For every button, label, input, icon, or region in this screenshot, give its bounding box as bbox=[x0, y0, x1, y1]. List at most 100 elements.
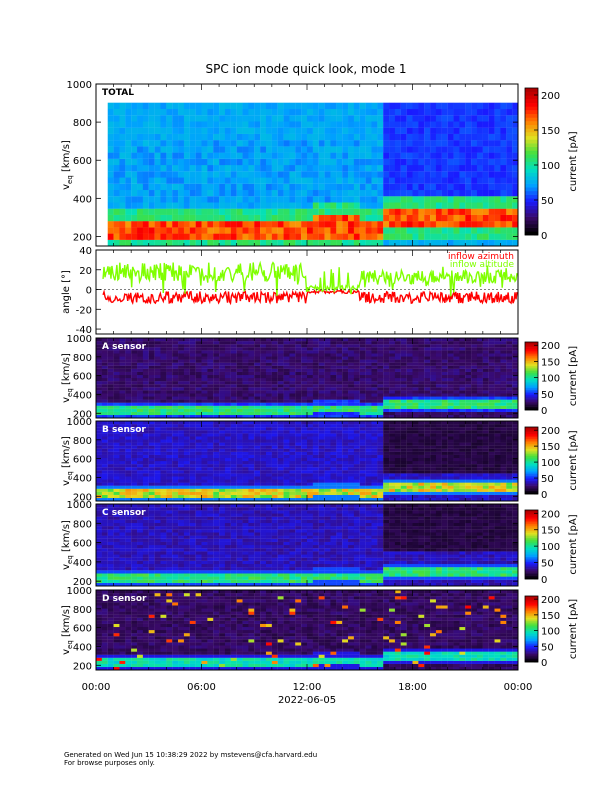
heat-cell bbox=[107, 368, 114, 372]
heat-cell bbox=[283, 102, 290, 110]
heat-cell bbox=[447, 341, 454, 345]
heat-cell bbox=[230, 115, 237, 122]
heat-cell bbox=[418, 408, 425, 412]
heat-cell bbox=[148, 102, 155, 110]
colorbar-swatch bbox=[525, 386, 538, 389]
heat-cell bbox=[160, 384, 167, 388]
heat-cell bbox=[459, 177, 466, 184]
heat-cell bbox=[424, 414, 431, 419]
heat-cell bbox=[283, 457, 290, 462]
heat-cell bbox=[359, 140, 366, 147]
heat-cell bbox=[137, 381, 144, 385]
heat-cell bbox=[131, 445, 138, 449]
heat-cell bbox=[160, 171, 167, 178]
heat-cell bbox=[131, 479, 138, 483]
heat-cell bbox=[400, 356, 407, 360]
heat-cell bbox=[119, 433, 126, 437]
heat-cell bbox=[236, 177, 243, 184]
heat-cell bbox=[430, 368, 437, 372]
heat-cell bbox=[183, 461, 190, 465]
heat-cell bbox=[213, 353, 220, 357]
heat-cell bbox=[312, 424, 319, 428]
heat-cell bbox=[348, 347, 355, 351]
heat-cell bbox=[488, 378, 495, 382]
heat-cell bbox=[482, 121, 489, 128]
heat-cell bbox=[271, 494, 278, 499]
heat-cell bbox=[348, 127, 355, 134]
heat-cell bbox=[119, 488, 126, 492]
heat-cell bbox=[412, 347, 419, 351]
heat-cell bbox=[183, 457, 190, 462]
heat-cell bbox=[213, 476, 220, 480]
heat-cell bbox=[318, 470, 325, 474]
heat-cell bbox=[213, 482, 220, 486]
heat-cell bbox=[312, 350, 319, 354]
heat-cell bbox=[406, 393, 413, 397]
heat-cell bbox=[318, 221, 325, 228]
heat-cell bbox=[435, 239, 442, 247]
heat-cell bbox=[224, 451, 231, 455]
heat-cell bbox=[336, 399, 343, 403]
heat-cell bbox=[201, 454, 208, 459]
heat-cell bbox=[312, 177, 319, 184]
heat-cell bbox=[148, 202, 155, 209]
heat-cell bbox=[430, 202, 437, 209]
heat-cell bbox=[113, 479, 120, 483]
heat-cell bbox=[271, 390, 278, 394]
heat-cell bbox=[154, 365, 161, 369]
heat-cell bbox=[242, 421, 249, 425]
heat-cell bbox=[353, 227, 360, 234]
heat-cell bbox=[113, 436, 120, 440]
heat-cell bbox=[459, 341, 466, 345]
heat-cell bbox=[254, 140, 261, 147]
heat-cell bbox=[359, 171, 366, 178]
heat-cell bbox=[271, 427, 278, 431]
heat-cell bbox=[242, 127, 249, 134]
heat-cell bbox=[277, 405, 284, 409]
heat-cell bbox=[248, 479, 255, 483]
heat-cell bbox=[142, 384, 149, 388]
heat-cell bbox=[213, 133, 220, 141]
heat-cell bbox=[441, 396, 448, 400]
heat-cell bbox=[512, 414, 519, 419]
heat-cell bbox=[265, 368, 272, 372]
heat-cell bbox=[148, 208, 155, 215]
heat-cell bbox=[318, 451, 325, 455]
heat-cell bbox=[172, 356, 179, 360]
heat-cell bbox=[125, 405, 132, 409]
heat-cell bbox=[312, 378, 319, 382]
heat-cell bbox=[183, 127, 190, 134]
heat-cell bbox=[512, 221, 519, 228]
heat-cell bbox=[342, 396, 349, 400]
heat-cell bbox=[236, 442, 243, 446]
heat-cell bbox=[506, 374, 513, 379]
heat-cell bbox=[353, 467, 360, 471]
heat-cell bbox=[160, 102, 167, 110]
heat-cell bbox=[353, 473, 360, 477]
heat-cell bbox=[142, 152, 149, 159]
heat-cell bbox=[142, 387, 149, 391]
heat-cell bbox=[494, 183, 501, 191]
heat-cell bbox=[236, 202, 243, 209]
heat-cell bbox=[506, 233, 513, 240]
heat-cell bbox=[148, 476, 155, 480]
heat-cell bbox=[353, 488, 360, 492]
heat-cell bbox=[160, 133, 167, 141]
heat-cell bbox=[96, 439, 102, 443]
heat-cell bbox=[265, 479, 272, 483]
heat-cell bbox=[119, 152, 126, 159]
heat-cell bbox=[430, 146, 437, 153]
heat-cell bbox=[230, 208, 237, 215]
heat-cell bbox=[166, 177, 173, 184]
heat-cell bbox=[459, 127, 466, 134]
heat-cell bbox=[301, 121, 308, 128]
heat-cell bbox=[348, 108, 355, 116]
heat-cell bbox=[348, 121, 355, 128]
heat-cell bbox=[377, 127, 384, 134]
heat-cell bbox=[254, 341, 261, 345]
heat-cell bbox=[424, 158, 431, 166]
heat-cell bbox=[172, 374, 179, 379]
heat-cell bbox=[236, 146, 243, 153]
heat-cell bbox=[131, 115, 138, 122]
heat-cell bbox=[213, 227, 220, 234]
